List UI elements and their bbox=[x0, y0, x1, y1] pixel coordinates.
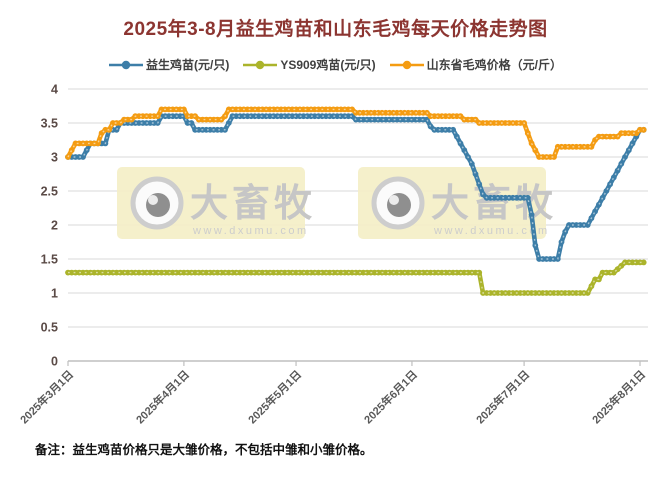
y-tick-label: 2.5 bbox=[41, 185, 58, 199]
x-tick-label: 2025年8月1日 bbox=[589, 367, 648, 426]
x-tick-label: 2025年4月1日 bbox=[133, 367, 192, 426]
x-tick-label: 2025年5月1日 bbox=[245, 367, 304, 426]
y-tick-label: 1.5 bbox=[41, 253, 58, 267]
series-line-1 bbox=[65, 259, 647, 296]
series-line-2 bbox=[65, 106, 647, 160]
watermark-url-text: www.dxumu.com bbox=[192, 225, 309, 237]
y-tick-label: 3 bbox=[51, 151, 58, 165]
watermark-brand-text: 大畜牧 bbox=[190, 183, 316, 225]
y-tick-label: 1 bbox=[51, 287, 58, 301]
chart-legend: 益生鸡苗(元/只) YS909鸡苗(元/只) 山东省毛鸡价格（元/斤） bbox=[0, 56, 671, 73]
legend-label: YS909鸡苗(元/只) bbox=[280, 58, 376, 72]
x-tick-label: 2025年3月1日 bbox=[17, 367, 76, 426]
y-tick-label: 0.5 bbox=[41, 321, 58, 335]
legend-line-marker-icon bbox=[389, 60, 424, 69]
watermark-url-text: www.dxumu.com bbox=[433, 225, 550, 237]
x-tick-label: 2025年6月1日 bbox=[361, 367, 420, 426]
series-line-0 bbox=[65, 113, 647, 262]
legend-item-0: 益生鸡苗(元/只) bbox=[108, 56, 230, 73]
legend-line-marker-icon bbox=[108, 60, 143, 69]
x-tick-label: 2025年7月1日 bbox=[473, 367, 532, 426]
chart-title: 2025年3-8月益生鸡苗和山东毛鸡每天价格走势图 bbox=[123, 19, 548, 40]
y-tick-label: 3.5 bbox=[41, 117, 58, 131]
chart-footnote: 备注：益生鸡苗价格只是大雏价格，不包括中雏和小雏价格。 bbox=[35, 443, 373, 457]
legend-item-2: 山东省毛鸡价格（元/斤） bbox=[389, 56, 563, 73]
legend-line-marker-icon bbox=[243, 60, 278, 69]
eye-logo-icon bbox=[371, 176, 425, 230]
legend-label: 益生鸡苗(元/只) bbox=[145, 58, 230, 72]
legend-item-1: YS909鸡苗(元/只) bbox=[243, 56, 376, 73]
legend-label: 山东省毛鸡价格（元/斤） bbox=[426, 58, 563, 72]
y-axis-labels: 0 0.5 1 1.5 2 2.5 3 3.5 4 bbox=[41, 83, 58, 369]
x-axis: 2025年3月1日 2025年4月1日 2025年5月1日 2025年6月1日 2025… bbox=[17, 360, 648, 426]
eye-logo-icon bbox=[130, 176, 184, 230]
y-tick-label: 4 bbox=[51, 83, 58, 97]
y-tick-label: 2 bbox=[51, 219, 58, 233]
watermark-brand-text: 大畜牧 bbox=[431, 183, 557, 225]
y-tick-label: 0 bbox=[51, 355, 58, 369]
